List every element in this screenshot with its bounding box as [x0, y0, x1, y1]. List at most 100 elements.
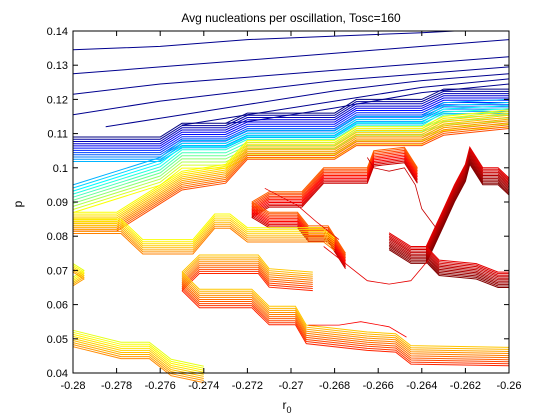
yellow-orange-upper-band [73, 109, 510, 232]
top-contour-1 [72, 30, 455, 51]
yellow-left-band-line [73, 223, 335, 251]
darkred-lower-band-line [425, 253, 509, 281]
y-tick-label: 0.04 [47, 368, 68, 380]
top-contour-5 [105, 73, 510, 128]
blue-band-line [73, 90, 509, 140]
orange-middle-band-line [181, 270, 313, 289]
yellow-bottom-left-band-line [72, 331, 204, 369]
thin-red-line-diagonal [264, 187, 340, 240]
orange-red-band-line [251, 155, 418, 212]
yellow-orange-upper-band-line [73, 124, 510, 228]
thin-red-line-upper [366, 157, 438, 230]
yellow-orange-upper-band-line [73, 116, 510, 221]
yellow-left-band-line [73, 217, 335, 245]
orange-middle-lower-arm-line [181, 277, 510, 354]
yellow-left-stub-line [72, 271, 85, 287]
orange-middle-band-line [181, 264, 313, 283]
x-tick-label: -0.264 [406, 380, 437, 392]
x-tick-label: -0.27 [278, 380, 303, 392]
blue-band-line [73, 93, 509, 142]
yellow-orange-upper-band-line [73, 114, 510, 219]
top-contour-7 [225, 83, 510, 124]
orange-middle-band-line [181, 268, 313, 287]
orange-middle-lower-arm-line [181, 279, 510, 357]
y-axis: 0.04 0.05 0.06 0.07 0.08 0.09 0.1 0.11 0.12 0.13 0… [47, 26, 509, 380]
y-axis-label: p [11, 200, 25, 207]
cyan-yellow-band-line [72, 105, 510, 192]
orange-middle-lower-arm-line [181, 271, 510, 348]
orange-middle-lower-arm-line [181, 284, 510, 361]
darkred-upper-band-line [388, 149, 510, 250]
darkred-upper-band-line [388, 162, 510, 264]
orange-red-band-line [251, 154, 418, 211]
yellow-left-band-line [73, 215, 335, 243]
top-contour-6 [181, 78, 510, 126]
darkred-upper-band-line [388, 150, 510, 252]
y-tick-label: 0.07 [47, 265, 68, 277]
orange-middle-lower-arm-line [181, 286, 510, 363]
yellow-left-stub-line [72, 269, 85, 285]
x-tick-label: -0.28 [60, 380, 85, 392]
yellow-bottom-left-band-line [72, 338, 204, 375]
x-axis-label-main: r [282, 398, 286, 412]
orange-middle-lower-arm-line [181, 290, 510, 367]
y-tick-label: 0.06 [47, 300, 68, 312]
yellow-bottom-left-band-line [72, 344, 204, 381]
yellow-left-band-line [73, 221, 335, 249]
cyan-yellow-band-line [72, 102, 510, 189]
darkred-upper-band-line [388, 159, 510, 261]
darkred-upper-band-line [388, 153, 510, 255]
darkred-lower-band-line [425, 252, 509, 279]
darkred-lower-band-line [425, 250, 509, 278]
yellow-left-band-line [73, 213, 335, 241]
orange-red-band-line [251, 146, 418, 203]
y-tick-label: 0.13 [47, 60, 68, 72]
y-tick-label: 0.14 [47, 26, 68, 38]
chart-title: Avg nucleations per oscillation, Tosc=16… [181, 11, 401, 25]
darkred-upper-band-line [388, 156, 510, 258]
darkred-lower-band-line [425, 261, 509, 288]
orange-red-band-line [251, 160, 418, 217]
y-tick-label: 0.05 [47, 334, 68, 346]
yellow-orange-upper-band-line [73, 126, 510, 230]
x-tick-label: -0.274 [188, 380, 219, 392]
orange-middle-band-line [181, 258, 313, 277]
contour-lines [72, 30, 510, 384]
x-axis: -0.28 -0.278 -0.276 -0.274 -0.272 -0.27 -0.268… [60, 31, 522, 392]
yellow-orange-upper-band-line [73, 128, 510, 232]
orange-red-band-line [251, 151, 418, 208]
top-contour-3 [72, 56, 510, 95]
x-tick-label: -0.262 [450, 380, 481, 392]
orange-middle-band-line [181, 254, 313, 273]
x-tick-label: -0.26 [496, 380, 521, 392]
yellow-orange-upper-band-line [73, 109, 510, 213]
yellow-orange-upper-band-line [73, 111, 510, 215]
thin-red-line-bottom [308, 321, 407, 338]
yellow-left-stub-line [72, 264, 85, 280]
darkred-upper-band-line [388, 155, 510, 257]
orange-red-lower-arm-line [251, 203, 346, 256]
orange-middle-band-line [181, 256, 313, 275]
darkred-upper-band-line [388, 161, 510, 263]
yellow-orange-upper-band-line [73, 122, 510, 226]
darkred-upper-band-line [388, 152, 510, 254]
x-tick-label: -0.266 [363, 380, 394, 392]
orange-middle-lower-arm-line [181, 282, 510, 359]
yellow-orange-upper-band-line [73, 112, 510, 217]
blue-band-line [73, 102, 509, 151]
darkred-lower-band-line [425, 246, 509, 273]
cyan-yellow-band-line [72, 117, 510, 204]
orange-red-band-line [251, 157, 418, 214]
top-contour-2 [72, 39, 510, 75]
orange-middle-band [181, 254, 313, 292]
yellow-bottom-left-band-line [72, 340, 204, 377]
orange-middle-lower-arm-line [181, 275, 510, 352]
orange-red-band-line [251, 162, 418, 218]
darkred-lower-band-line [425, 255, 509, 282]
top-contour-4 [72, 66, 510, 116]
darkred-lower-band [425, 246, 509, 288]
x-tick-label: -0.276 [145, 380, 176, 392]
x-axis-label-subscript: 0 [286, 405, 291, 415]
orange-red-band-line [251, 159, 418, 215]
